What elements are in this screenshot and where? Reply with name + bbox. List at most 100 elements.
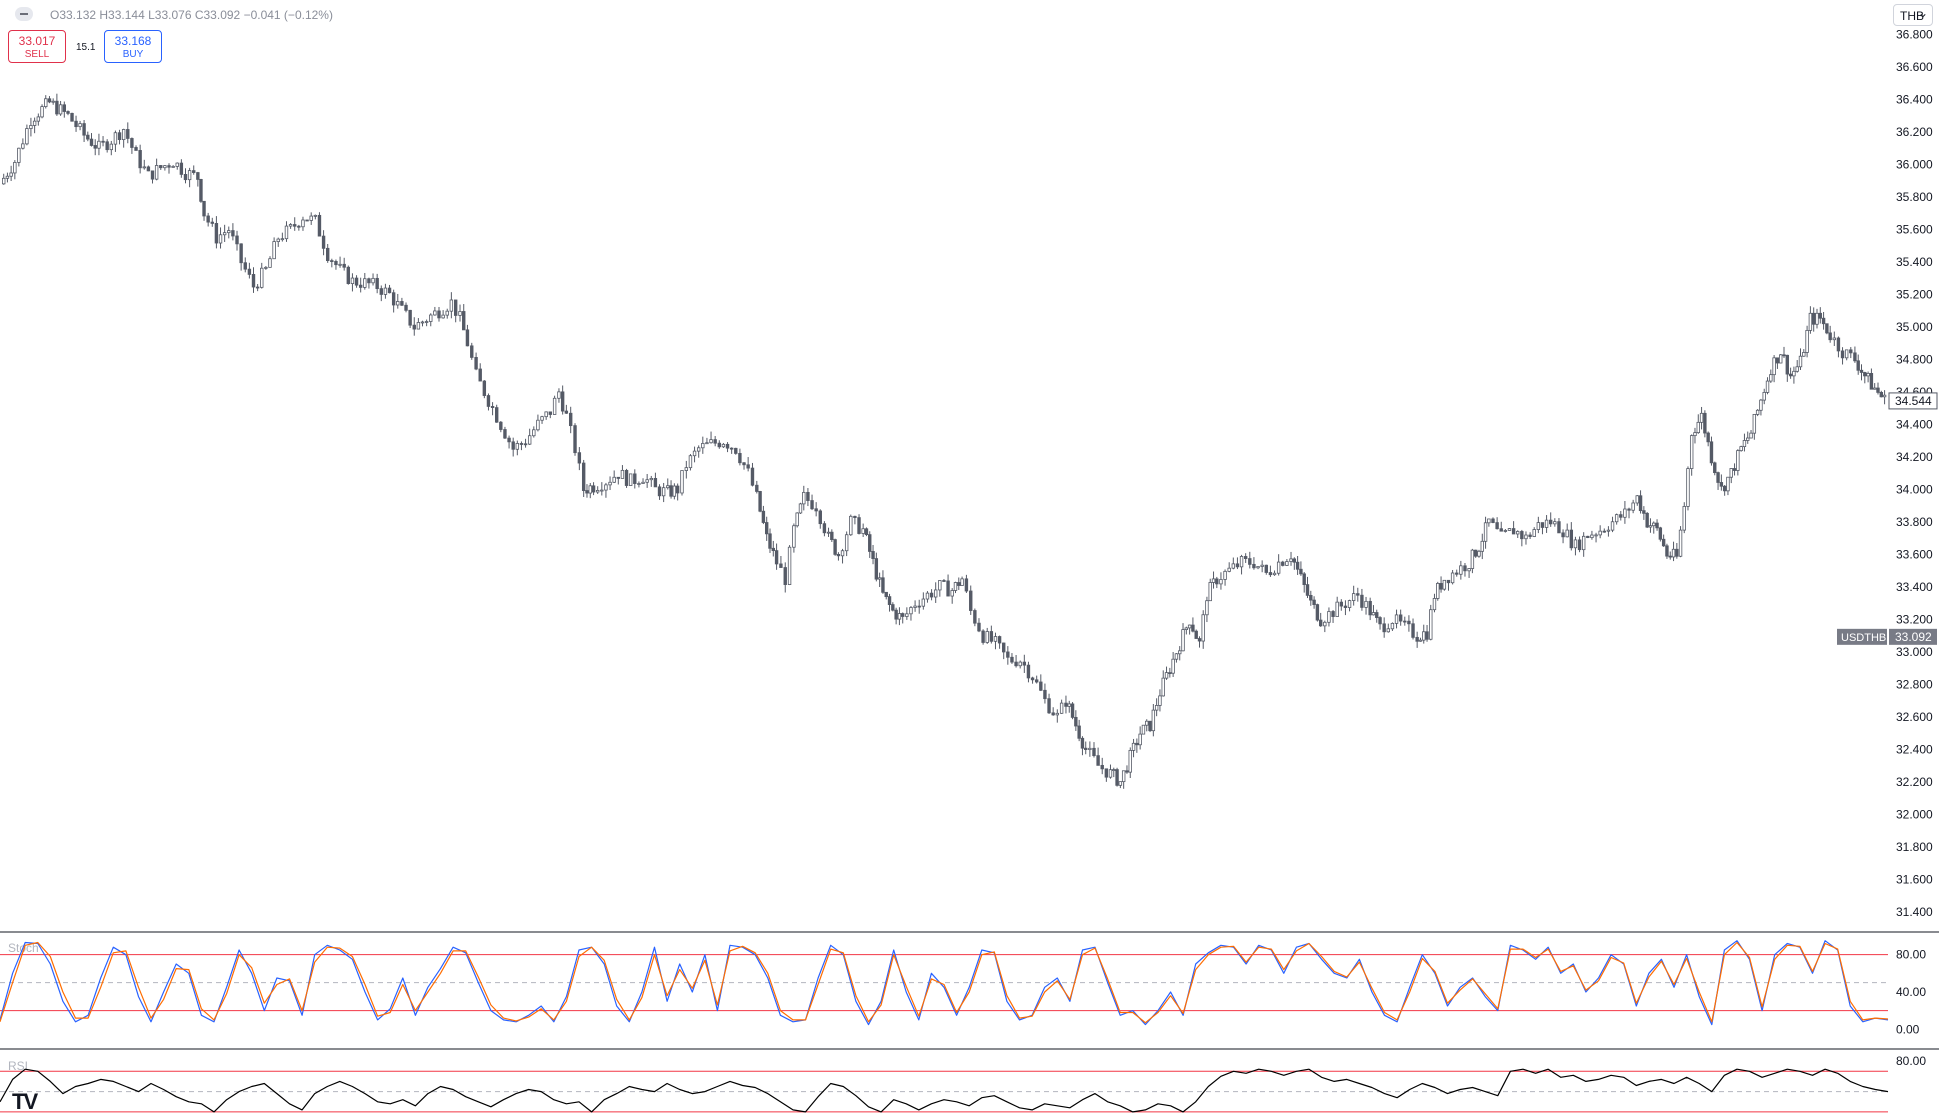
candle-body[interactable]: [881, 577, 885, 593]
candle-body[interactable]: [1811, 312, 1816, 325]
candle-body[interactable]: [738, 453, 742, 464]
candle-body[interactable]: [1536, 522, 1541, 530]
candle-body[interactable]: [391, 292, 396, 306]
candle-body[interactable]: [429, 314, 433, 322]
candle-body[interactable]: [779, 563, 783, 568]
candle-body[interactable]: [826, 531, 831, 534]
candle-body[interactable]: [196, 172, 200, 180]
candle-body[interactable]: [768, 533, 772, 549]
candle-body[interactable]: [864, 528, 869, 536]
candle-body[interactable]: [1779, 354, 1783, 364]
candle-body[interactable]: [93, 145, 97, 149]
candle-body[interactable]: [884, 591, 888, 598]
candle-body[interactable]: [490, 406, 495, 408]
candle-body[interactable]: [1256, 566, 1260, 569]
candle-body[interactable]: [1590, 534, 1594, 539]
candle-body[interactable]: [1407, 620, 1411, 625]
candle-body[interactable]: [1178, 650, 1182, 655]
candle-body[interactable]: [595, 490, 600, 493]
candle-body[interactable]: [239, 243, 243, 264]
candle-body[interactable]: [416, 322, 421, 330]
candle-body[interactable]: [222, 232, 227, 236]
candle-body[interactable]: [1602, 530, 1606, 533]
candle-body[interactable]: [853, 515, 857, 519]
candle-body[interactable]: [342, 263, 346, 268]
candle-body[interactable]: [734, 447, 738, 454]
candle-body[interactable]: [1455, 572, 1459, 575]
candle-body[interactable]: [29, 125, 33, 129]
candle-body[interactable]: [1281, 561, 1285, 566]
candle-body[interactable]: [1719, 482, 1724, 487]
candle-body[interactable]: [330, 260, 334, 263]
candle-body[interactable]: [981, 630, 985, 643]
candle-body[interactable]: [420, 321, 425, 324]
candle-body[interactable]: [367, 278, 371, 284]
candle-body[interactable]: [1260, 564, 1264, 567]
candle-body[interactable]: [445, 310, 449, 316]
candle-body[interactable]: [1327, 611, 1331, 623]
candle-body[interactable]: [798, 503, 803, 514]
candle-body[interactable]: [833, 539, 837, 555]
candle-body[interactable]: [1145, 720, 1149, 726]
candle-body[interactable]: [544, 411, 548, 418]
candle-body[interactable]: [861, 528, 865, 534]
candle-body[interactable]: [657, 486, 662, 497]
candle-body[interactable]: [666, 485, 670, 489]
candle-body[interactable]: [1112, 769, 1116, 771]
candle-body[interactable]: [1581, 535, 1586, 551]
candle-body[interactable]: [260, 267, 264, 288]
candle-body[interactable]: [1569, 529, 1574, 549]
candle-body[interactable]: [1487, 518, 1491, 524]
candle-body[interactable]: [913, 605, 917, 608]
currency-selector[interactable]: THB: [1893, 2, 1933, 26]
candle-body[interactable]: [1080, 737, 1085, 749]
candle-body[interactable]: [1594, 534, 1598, 537]
candle-body[interactable]: [44, 98, 48, 107]
candle-body[interactable]: [1219, 579, 1223, 585]
candle-body[interactable]: [713, 439, 717, 444]
candle-body[interactable]: [548, 411, 552, 415]
candle-body[interactable]: [661, 487, 666, 497]
candle-body[interactable]: [1168, 672, 1172, 675]
candle-body[interactable]: [1532, 529, 1536, 537]
candle-body[interactable]: [709, 439, 713, 444]
candle-body[interactable]: [1018, 661, 1022, 667]
candle-body[interactable]: [1059, 702, 1064, 714]
candle-body[interactable]: [1635, 495, 1639, 504]
candle-body[interactable]: [1084, 747, 1088, 750]
candle-body[interactable]: [1104, 768, 1109, 778]
candle-body[interactable]: [1565, 529, 1569, 538]
candle-body[interactable]: [2, 177, 6, 185]
candle-body[interactable]: [1047, 698, 1051, 714]
candle-body[interactable]: [441, 314, 445, 319]
candle-body[interactable]: [1243, 556, 1248, 559]
candle-body[interactable]: [138, 150, 142, 169]
candle-body[interactable]: [1516, 531, 1520, 535]
candle-body[interactable]: [523, 443, 528, 446]
candle-body[interactable]: [964, 578, 969, 592]
candle-body[interactable]: [1749, 432, 1753, 439]
candle-body[interactable]: [1832, 337, 1837, 341]
candle-body[interactable]: [1067, 703, 1071, 707]
candle-body[interactable]: [1792, 370, 1796, 377]
candle-body[interactable]: [280, 238, 285, 241]
candle-body[interactable]: [573, 425, 577, 454]
candle-body[interactable]: [1077, 725, 1081, 739]
candle-body[interactable]: [25, 128, 29, 145]
candle-body[interactable]: [1022, 661, 1027, 666]
candle-body[interactable]: [1627, 508, 1631, 511]
candle-body[interactable]: [1315, 604, 1320, 621]
candle-body[interactable]: [354, 277, 359, 286]
candle-body[interactable]: [309, 215, 313, 221]
candle-body[interactable]: [633, 473, 637, 484]
candle-body[interactable]: [210, 221, 214, 224]
candle-body[interactable]: [482, 380, 487, 396]
candle-body[interactable]: [616, 476, 621, 479]
candle-body[interactable]: [1866, 373, 1870, 377]
candle-body[interactable]: [874, 558, 879, 580]
candle-body[interactable]: [1716, 472, 1720, 483]
candle-body[interactable]: [1645, 512, 1649, 528]
buy-button[interactable]: 33.168 BUY: [104, 30, 162, 63]
price-axis[interactable]: 36.800 36.600 36.400 36.200 36.000 35.800 35.6…: [1837, 27, 1938, 919]
candle-body[interactable]: [276, 238, 280, 242]
